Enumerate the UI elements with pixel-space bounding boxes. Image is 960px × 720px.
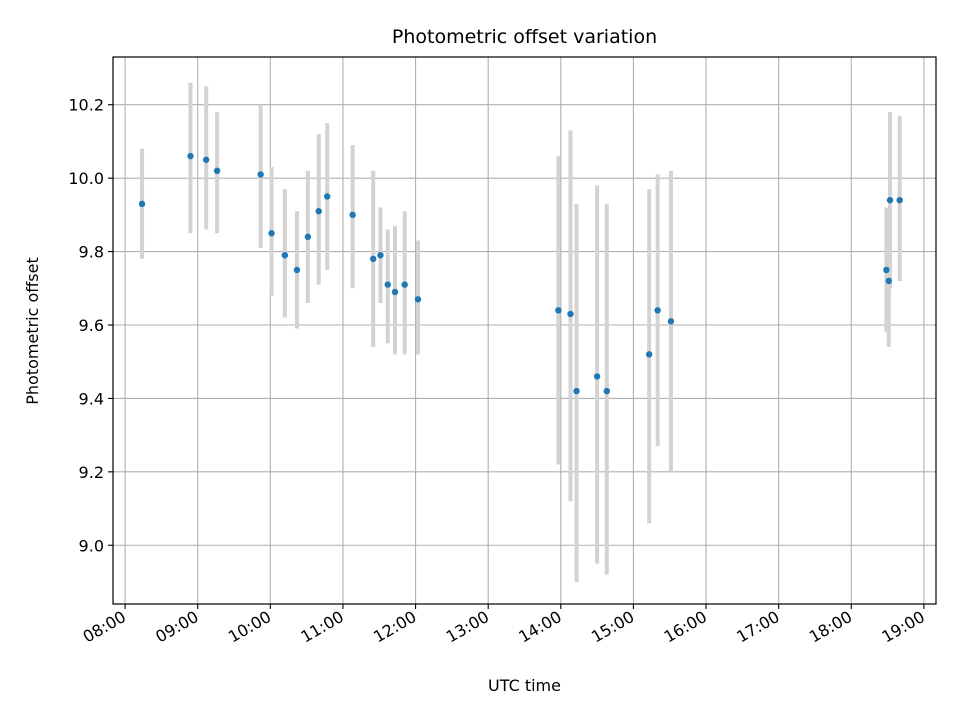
- data-point: [401, 281, 408, 288]
- data-point: [281, 252, 289, 259]
- plot-frame: [112, 56, 937, 605]
- data-point: [573, 387, 580, 395]
- chart-title: Photometric offset variation: [392, 26, 657, 48]
- data-point: [667, 318, 675, 325]
- data-point: [377, 252, 384, 259]
- data-point: [391, 288, 399, 296]
- y-axis-label: Photometric offset: [23, 257, 42, 405]
- data-point: [268, 230, 275, 237]
- x-axis-label: UTC time: [488, 676, 561, 695]
- y-axis: 9.0 9.2 9.4 9.6 9.8 10.0 10.2: [68, 96, 113, 555]
- data-point: [896, 196, 903, 204]
- y-tick-label: 9.0: [79, 536, 104, 555]
- y-tick-label: 9.4: [79, 389, 104, 408]
- y-tick-label: 9.8: [79, 243, 104, 262]
- data-point: [202, 156, 210, 163]
- data-point: [324, 193, 331, 200]
- y-tick-label: 9.6: [79, 316, 104, 335]
- data-point: [370, 255, 377, 263]
- data-point: [187, 152, 194, 160]
- data-point: [603, 387, 610, 395]
- data-point: [567, 310, 574, 318]
- data-point: [593, 373, 601, 380]
- data-point: [645, 351, 653, 358]
- data-point: [304, 233, 312, 241]
- data-point: [414, 296, 422, 303]
- y-tick-label: 10.2: [68, 96, 104, 115]
- y-tick-label: 9.2: [79, 463, 104, 482]
- data-point: [885, 277, 892, 285]
- data-point: [555, 307, 562, 314]
- data-point: [257, 171, 264, 178]
- data-point: [138, 200, 146, 208]
- grid: [113, 57, 936, 604]
- data-point: [883, 266, 890, 274]
- data-point: [654, 307, 661, 314]
- data-point: [293, 266, 301, 274]
- data-point: [315, 207, 322, 215]
- y-tick-label: 10.0: [68, 169, 104, 188]
- data-point: [213, 167, 221, 175]
- data-point: [384, 281, 391, 288]
- data-point: [886, 196, 894, 204]
- data-points: [138, 152, 903, 395]
- data-point: [349, 211, 356, 219]
